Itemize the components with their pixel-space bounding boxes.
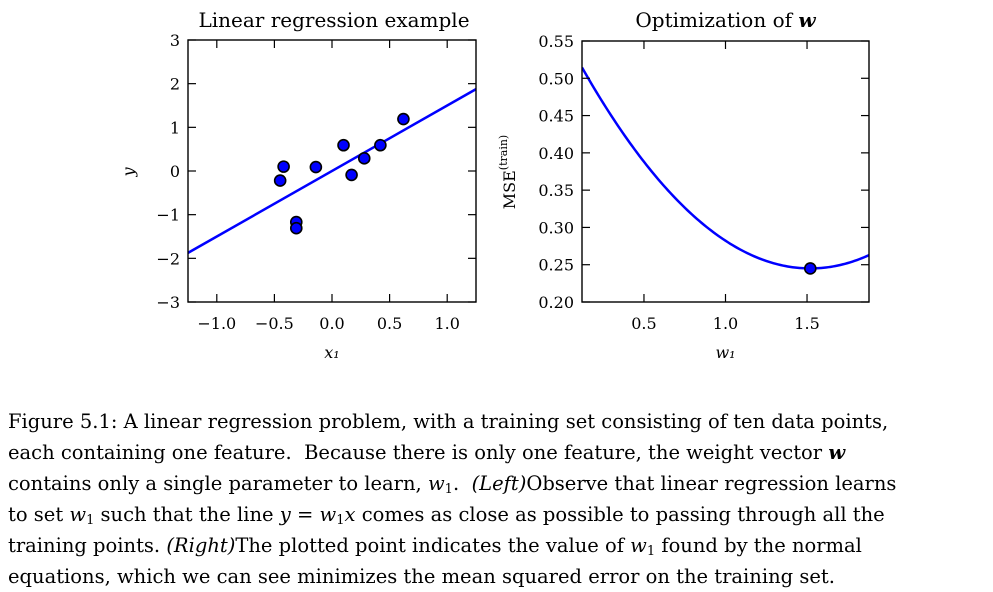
data-point [277,160,290,173]
x-tick-label: 1.0 [434,314,459,333]
caption-text: such that the line [94,503,280,526]
caption-text: w [427,472,445,495]
x-tick-label: −0.5 [255,314,294,333]
x-tick-label: 0.5 [377,314,402,333]
data-point [397,112,410,126]
y-tick-label: 0.35 [538,181,574,200]
caption-text: comes as close as possible to passing th… [355,503,885,526]
y-axis-label-superscript: (train) [497,135,510,170]
caption-text: training points. [8,534,167,557]
y-tick-label: −3 [156,293,180,312]
data-point [357,152,371,165]
caption-subscript: 1 [86,513,95,528]
caption-line: contains only a single parameter to lear… [8,468,990,499]
y-tick-label: 0.55 [538,32,574,51]
x-tick-label: −1.0 [197,314,236,333]
data-point [337,138,350,152]
caption-text: to set [8,503,70,526]
caption-line: Figure 5.1: A linear regression problem,… [8,406,990,437]
x-tick-label: 0.5 [631,314,656,333]
x-tick-label: 0.0 [319,314,344,333]
caption-text: w [630,534,647,557]
caption-text: The plotted point indicates the value of [235,534,631,557]
y-tick-label: 0.40 [538,144,574,163]
caption-text: w [828,441,846,464]
y-tick-label: 0.25 [538,256,574,275]
y-tick-label: 0 [170,162,180,181]
x-axis-label: x₁ [324,343,339,362]
caption-text: x [344,503,356,526]
caption-subscript: 1 [444,482,453,497]
caption-subscript: 1 [646,544,656,559]
x-axis-label: w₁ [715,343,735,362]
caption-line: equations, which we can see minimizes th… [8,561,990,592]
caption-text: equations, which we can see minimizes th… [8,565,835,588]
plot-frame [581,40,870,303]
y-axis-label: y [119,167,138,178]
caption-line: each containing one feature. Because the… [8,437,990,468]
caption-subscript: 1 [336,513,345,528]
caption-text: y [279,503,291,526]
y-tick-label: 1 [170,118,180,137]
figure: −1.0 −0.5 0.0 0.5 1.0 −3 −2 −1 0 1 2 3 Linear regres… [119,8,870,362]
caption-text: . [452,472,472,495]
caption-text: contains only a single parameter to lear… [8,472,428,495]
y-tick-label: 0.50 [538,69,574,88]
caption-text: (Right) [166,534,236,557]
figure-caption: Figure 5.1: A linear regression problem,… [8,406,990,592]
caption-text: w [319,503,337,526]
y-tick-label: −1 [156,206,180,225]
y-tick-label: 0.20 [538,293,574,312]
y-tick-label: 0.30 [538,218,574,237]
data-point [273,174,287,187]
linear-regression-chart: −1.0 −0.5 0.0 0.5 1.0 −3 −2 −1 0 1 2 3 Linear regres… [119,8,477,362]
caption-line: training points. (Right)The plotted poin… [8,530,990,561]
caption-text: each containing one feature. Because the… [8,441,829,464]
data-point [374,138,387,152]
y-tick-label: −2 [156,249,180,268]
y-tick-label: 0.45 [538,107,574,126]
chart-title: Optimization of w [635,8,816,32]
data-point [345,168,358,182]
y-tick-label: 2 [170,75,180,94]
caption-text: Observe that linear regression learns [526,472,897,495]
caption-text: (Left) [471,472,527,495]
caption-line: to set w1 such that the line y = w1x com… [8,499,990,530]
y-axis-label: MSE(train) [497,135,519,209]
y-tick-label: 3 [170,31,180,50]
data-point [289,221,303,235]
mse-optimization-chart: 0.5 1.0 1.5 0.20 0.25 0.30 0.35 0.40 0.45 0.50 0.5… [497,8,870,362]
optimum-point [803,262,817,275]
caption-text: = [290,503,320,526]
y-axis-label-main: MSE [500,170,519,209]
caption-text: found by the normal [655,534,862,557]
chart-title-text: Optimization of [635,8,798,32]
chart-title: Linear regression example [198,8,469,32]
x-tick-label: 1.0 [713,314,738,333]
caption-text: Figure 5.1: A linear regression problem,… [8,410,889,433]
data-point [309,160,323,174]
regression-line [188,88,476,254]
caption-text: w [69,503,87,526]
chart-title-symbol: w [798,8,816,32]
x-tick-label: 1.5 [794,314,819,333]
mse-curve [582,66,869,270]
